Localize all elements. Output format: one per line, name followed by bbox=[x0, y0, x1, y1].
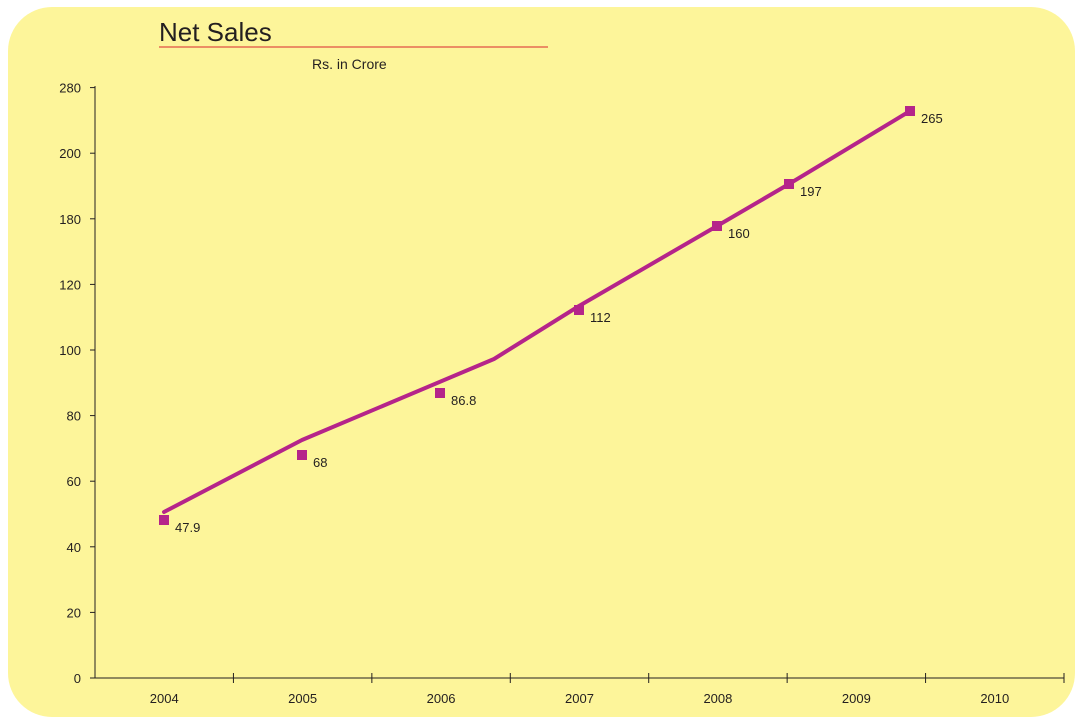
data-point-marker bbox=[297, 450, 307, 460]
data-label: 160 bbox=[728, 226, 750, 241]
data-point-marker bbox=[712, 221, 722, 231]
y-tick-label: 200 bbox=[59, 146, 81, 161]
data-label: 112 bbox=[590, 310, 611, 325]
y-axis-ticks: 0 20 40 60 80 100 120 180 200 280 bbox=[59, 81, 95, 686]
x-tick-label: 2006 bbox=[427, 691, 456, 706]
y-tick-label: 180 bbox=[59, 212, 81, 227]
data-label: 68 bbox=[313, 455, 327, 470]
data-point-marker bbox=[784, 179, 794, 189]
x-tick-label: 2009 bbox=[842, 691, 871, 706]
x-tick-label: 2008 bbox=[703, 691, 732, 706]
data-labels: 47.9 68 86.8 112 160 197 265 bbox=[175, 111, 943, 535]
y-tick-label: 40 bbox=[67, 540, 81, 555]
y-tick-label: 0 bbox=[74, 671, 81, 686]
data-label: 197 bbox=[800, 184, 822, 199]
y-tick-label: 80 bbox=[67, 409, 81, 424]
series-markers bbox=[159, 106, 915, 525]
data-point-marker bbox=[159, 515, 169, 525]
data-label: 86.8 bbox=[451, 393, 476, 408]
x-tick-label: 2005 bbox=[288, 691, 317, 706]
data-label: 47.9 bbox=[175, 520, 200, 535]
y-tick-label: 20 bbox=[67, 605, 81, 620]
chart-title: Net Sales bbox=[159, 17, 272, 47]
data-point-marker bbox=[574, 305, 584, 315]
data-point-marker bbox=[435, 388, 445, 398]
y-tick-label: 100 bbox=[59, 343, 81, 358]
x-tick-label: 2004 bbox=[150, 691, 179, 706]
y-tick-label: 280 bbox=[59, 81, 81, 96]
x-tick-label: 2010 bbox=[980, 691, 1009, 706]
x-tick-label: 2007 bbox=[565, 691, 594, 706]
x-axis-ticks: 2004 2005 2006 2007 2008 2009 2010 bbox=[150, 673, 1065, 706]
y-tick-label: 60 bbox=[67, 474, 81, 489]
y-tick-label: 120 bbox=[59, 277, 81, 292]
panel-background bbox=[8, 7, 1075, 717]
chart-subtitle: Rs. in Crore bbox=[312, 56, 387, 72]
data-point-marker bbox=[905, 106, 915, 116]
data-label: 265 bbox=[921, 111, 943, 126]
